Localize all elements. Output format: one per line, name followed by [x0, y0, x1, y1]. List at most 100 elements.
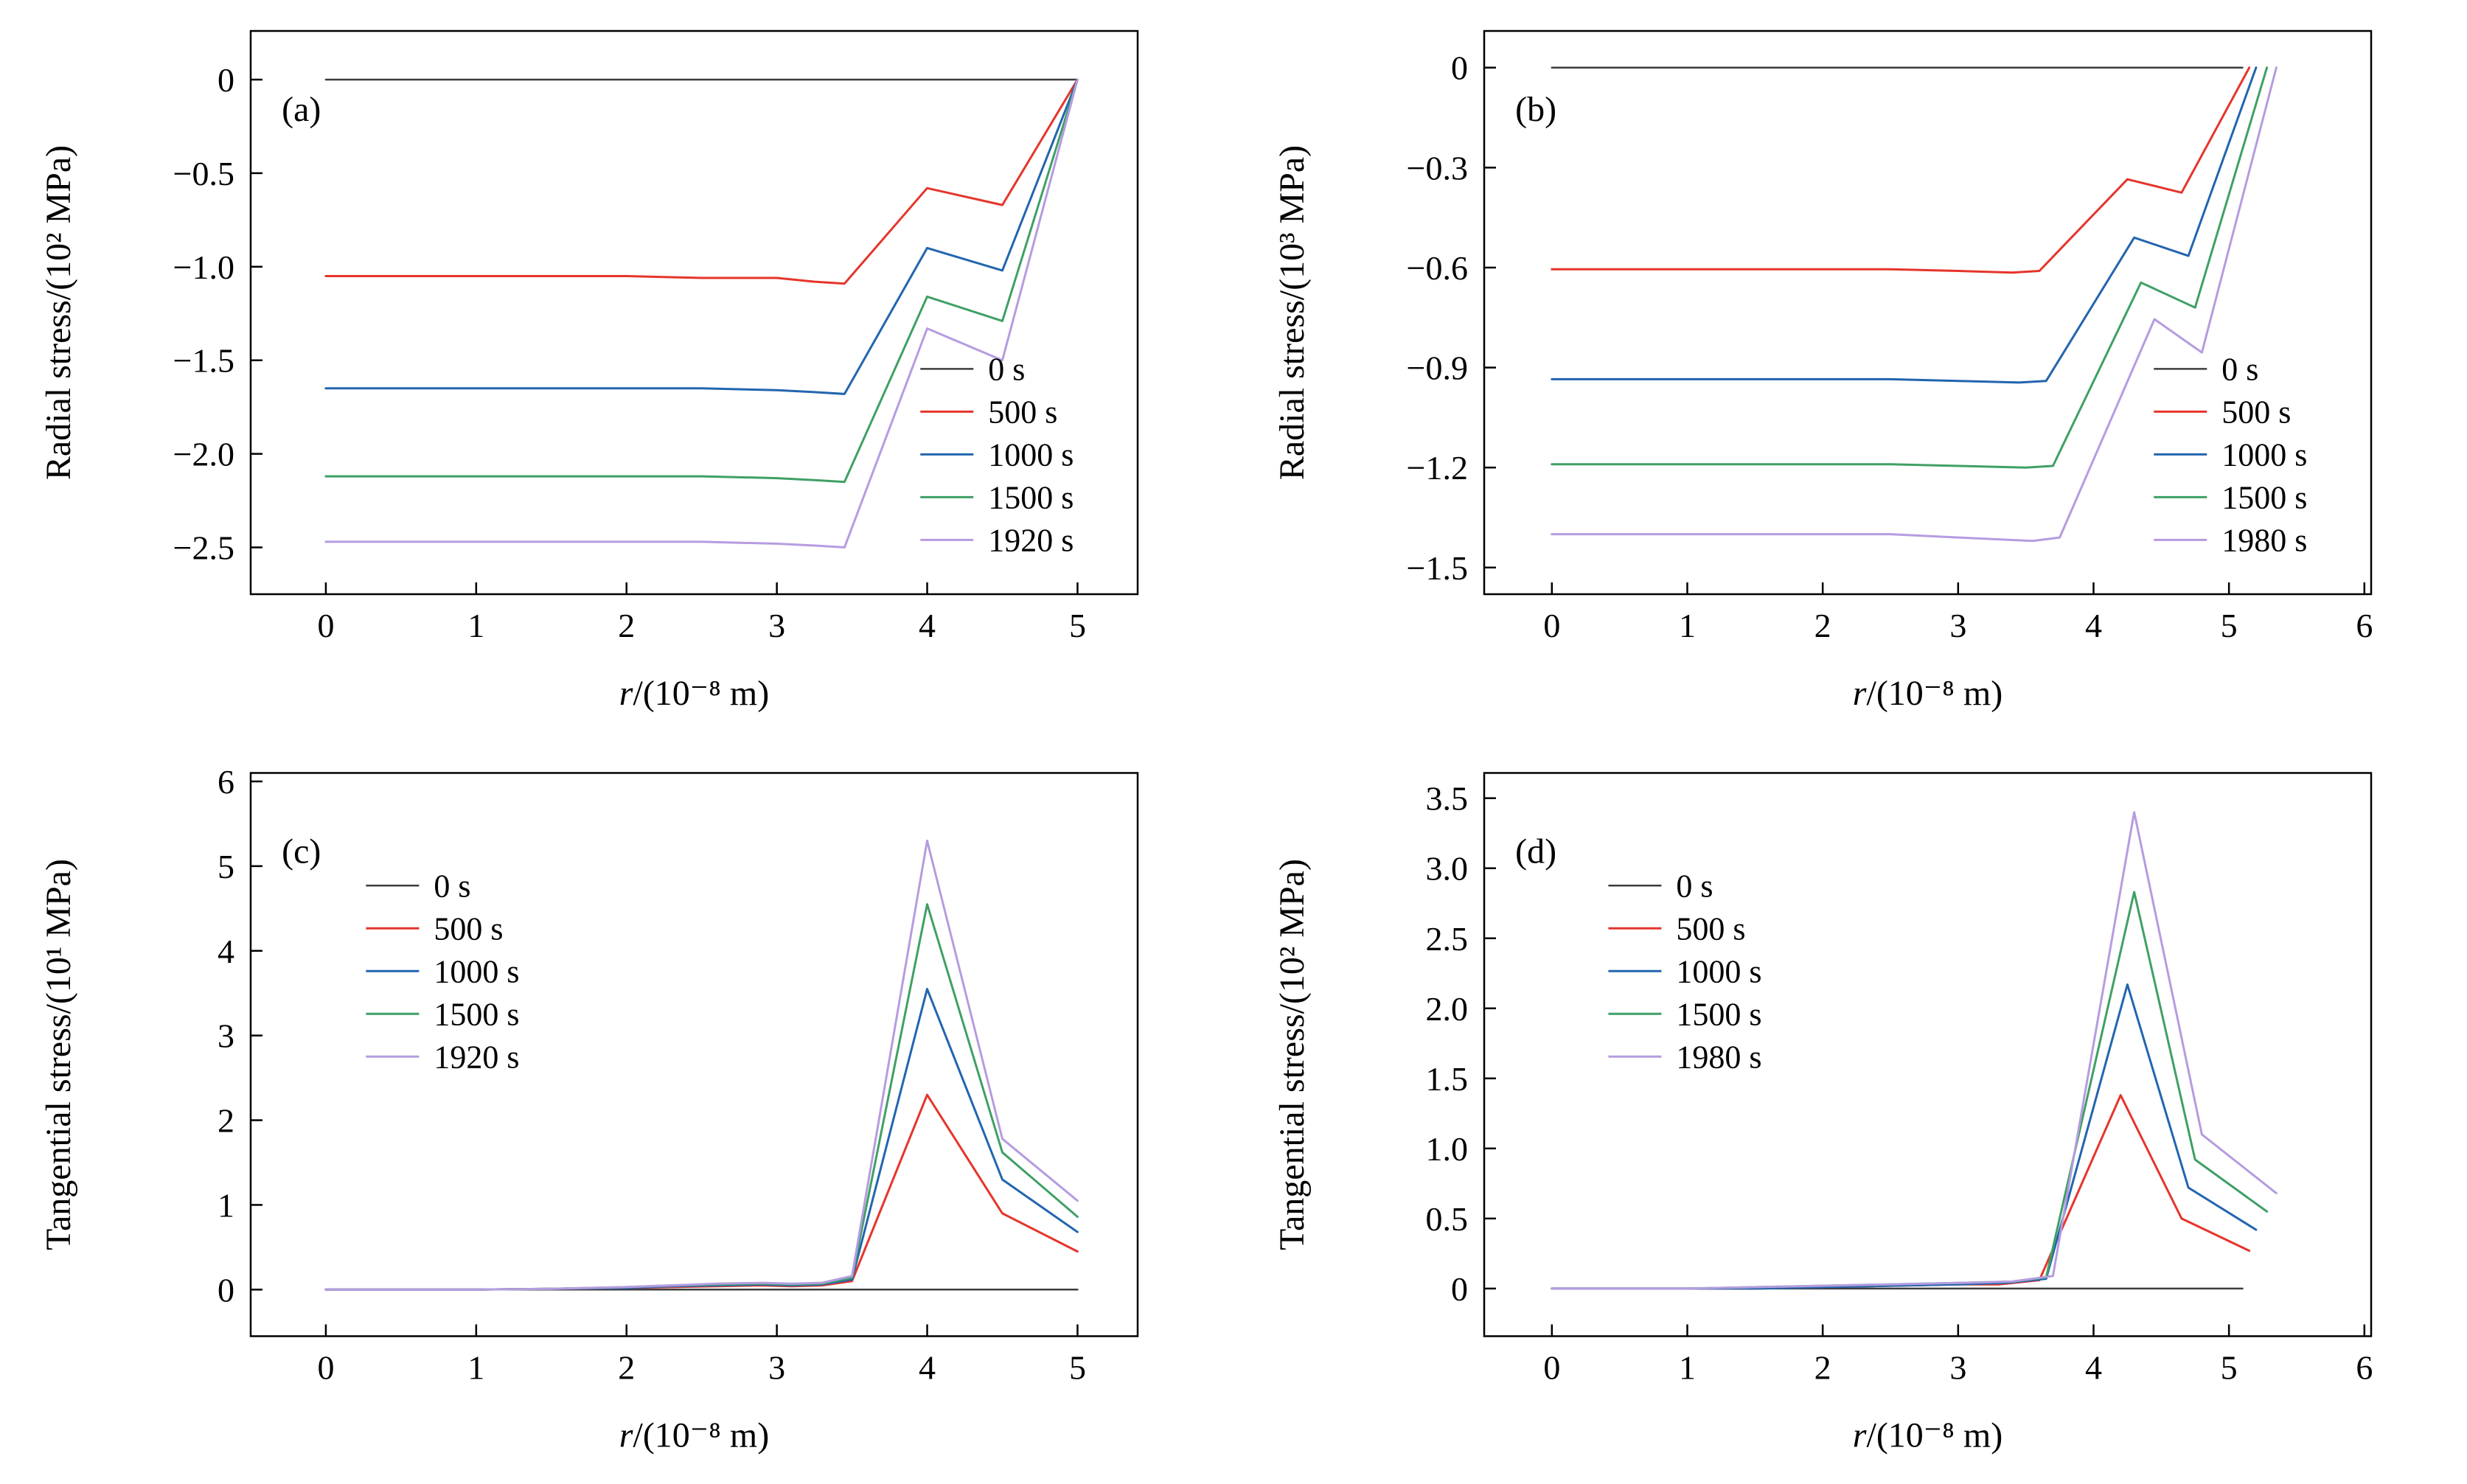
- y-tick-label: 0: [1451, 1270, 1468, 1308]
- plot-frame: [249, 772, 1139, 1337]
- series-line-1500-s: [1551, 66, 2269, 469]
- y-axis: 0 −0.5 −1.0 −1.5 −2.0 −2.5: [173, 61, 262, 567]
- y-tick-label: −1.0: [173, 248, 234, 286]
- x-tick-label: 4: [919, 607, 936, 644]
- series-line-1000-s: [1551, 66, 2258, 384]
- x-tick-label: 0: [1543, 1349, 1560, 1387]
- legend-label: 1980 s: [1676, 1039, 1761, 1075]
- x-tick-label: 3: [1949, 607, 1966, 644]
- x-tick-label: 2: [1814, 607, 1831, 644]
- x-axis-label: r/(10⁻⁸ m): [1853, 674, 2003, 713]
- y-axis-label: Radial stress/(10² MPa): [39, 145, 78, 480]
- x-tick-label: 5: [2221, 607, 2238, 644]
- y-axis-label: Tangential stress/(10² MPa): [1273, 859, 1312, 1250]
- x-tick-label: 4: [919, 1349, 936, 1387]
- chart-radial-stress-a: 0 1 2 3 4 5 0 −0.5 −1.0 −1.5 −2.0 −2.5 r/(10⁻⁸ m) Rad…: [39, 29, 1139, 713]
- legend-label: 1500 s: [2221, 479, 2307, 515]
- legend-label: 0 s: [988, 351, 1025, 387]
- series-line-500-s: [324, 78, 1079, 285]
- y-tick-label: −2.5: [173, 529, 234, 567]
- x-tick-label: 0: [1543, 607, 1560, 644]
- legend-label: 1920 s: [434, 1039, 519, 1075]
- x-axis: 0 1 2 3 4 5: [317, 582, 1086, 644]
- legend-label: 0 s: [2221, 351, 2258, 387]
- legend: 0 s 500 s 1000 s 1500 s 1980 s: [2154, 351, 2307, 558]
- x-tick-label: 3: [768, 607, 785, 644]
- y-tick-label: 0: [1451, 49, 1468, 87]
- series-line-1980-s: [1551, 811, 2278, 1290]
- x-tick-label: 1: [1679, 1349, 1696, 1387]
- legend: 0 s 500 s 1000 s 1500 s 1920 s: [920, 351, 1074, 558]
- series-group: [1551, 66, 2278, 543]
- series-line-500-s: [1551, 66, 2251, 274]
- x-axis: 0 1 2 3 4 5 6: [1543, 582, 2373, 644]
- series-line-1000-s: [324, 78, 1079, 395]
- y-tick-label: −2.0: [173, 436, 234, 473]
- y-tick-label: 1.5: [1426, 1060, 1469, 1098]
- y-tick-label: −0.9: [1407, 349, 1468, 387]
- x-tick-label: 6: [2356, 607, 2373, 644]
- y-tick-label: 0.5: [1426, 1200, 1469, 1238]
- legend-label: 1500 s: [1676, 996, 1761, 1032]
- legend: 0 s 500 s 1000 s 1500 s 1980 s: [1608, 868, 1762, 1075]
- legend: 0 s 500 s 1000 s 1500 s 1920 s: [366, 868, 520, 1075]
- chart-tangential-stress-d: 0 1 2 3 4 5 6 0 0.5 1.0 1.5 2.0 2.5 3.0 3.5 r/(10⁻⁸ m) T…: [1273, 772, 2373, 1455]
- x-tick-label: 1: [467, 1349, 484, 1387]
- y-tick-label: 3.0: [1426, 850, 1469, 888]
- series-group: [324, 839, 1079, 1291]
- legend-label: 0 s: [1676, 868, 1713, 904]
- legend-label: 1500 s: [988, 479, 1074, 515]
- legend-label: 500 s: [2221, 394, 2291, 430]
- panel-b: 0 1 2 3 4 5 6 0 −0.3 −0.6 −0.9 −1.2 −1.5 r/(10⁻⁸ m) Ra…: [1234, 0, 2467, 742]
- series-group: [324, 78, 1079, 548]
- y-tick-label: 1.0: [1426, 1130, 1469, 1168]
- y-axis: 0 0.5 1.0 1.5 2.0 2.5 3.0 3.5: [1426, 780, 1496, 1308]
- panel-a: 0 1 2 3 4 5 0 −0.5 −1.0 −1.5 −2.0 −2.5 r/(10⁻⁸ m) Rad…: [0, 0, 1234, 742]
- y-axis-label: Tangential stress/(10¹ MPa): [39, 859, 78, 1250]
- plot-frame: [249, 29, 1139, 596]
- series-line-1920-s: [324, 839, 1079, 1291]
- plot-frame: [1483, 772, 2373, 1337]
- legend-label: 1000 s: [2221, 436, 2307, 473]
- x-tick-label: 2: [618, 607, 635, 644]
- y-tick-label: −0.5: [173, 155, 234, 192]
- series-line-1000-s: [324, 988, 1079, 1291]
- legend-label: 500 s: [1676, 910, 1745, 947]
- y-axis-label: Radial stress/(10³ MPa): [1273, 145, 1312, 480]
- panel-label: (c): [282, 832, 321, 871]
- panel-label: (a): [282, 90, 321, 129]
- y-axis: 0 −0.3 −0.6 −0.9 −1.2 −1.5: [1407, 49, 1496, 587]
- y-tick-label: −0.3: [1407, 149, 1468, 187]
- series-line-500-s: [1551, 1094, 2251, 1290]
- x-axis: 0 1 2 3 4 5 6: [1543, 1324, 2373, 1387]
- x-tick-label: 5: [1069, 607, 1086, 644]
- x-tick-label: 0: [317, 1349, 334, 1387]
- y-tick-label: 2.5: [1426, 920, 1469, 958]
- panel-label: (d): [1515, 832, 1556, 871]
- x-tick-label: 1: [1679, 607, 1696, 644]
- y-tick-label: 0: [218, 61, 234, 99]
- chart-tangential-stress-c: 0 1 2 3 4 5 0 1 2 3 4 5 6 r/(10⁻⁸ m) Tangential stress…: [39, 763, 1139, 1455]
- x-tick-label: 1: [467, 607, 484, 644]
- series-line-1000-s: [1551, 983, 2258, 1290]
- y-tick-label: 0: [218, 1271, 234, 1309]
- y-tick-label: 3.5: [1426, 780, 1469, 818]
- x-tick-label: 3: [768, 1349, 785, 1387]
- plot-frame: [1483, 29, 2373, 596]
- panel-label: (b): [1515, 90, 1556, 129]
- y-tick-label: 5: [218, 848, 234, 885]
- x-tick-label: 4: [2085, 607, 2102, 644]
- y-tick-label: 2.0: [1426, 990, 1469, 1028]
- x-axis-label: r/(10⁻⁸ m): [619, 674, 769, 713]
- legend-label: 500 s: [988, 394, 1057, 430]
- y-tick-label: 1: [218, 1186, 234, 1224]
- series-line-1500-s: [324, 78, 1079, 484]
- x-tick-label: 6: [2356, 1349, 2373, 1387]
- y-tick-label: −1.5: [1407, 549, 1468, 587]
- series-line-500-s: [324, 1093, 1079, 1291]
- legend-label: 1920 s: [988, 522, 1074, 558]
- panel-d: 0 1 2 3 4 5 6 0 0.5 1.0 1.5 2.0 2.5 3.0 3.5 r/(10⁻⁸ m) T…: [1234, 742, 2467, 1484]
- x-tick-label: 5: [1069, 1349, 1086, 1387]
- x-tick-label: 5: [2221, 1349, 2238, 1387]
